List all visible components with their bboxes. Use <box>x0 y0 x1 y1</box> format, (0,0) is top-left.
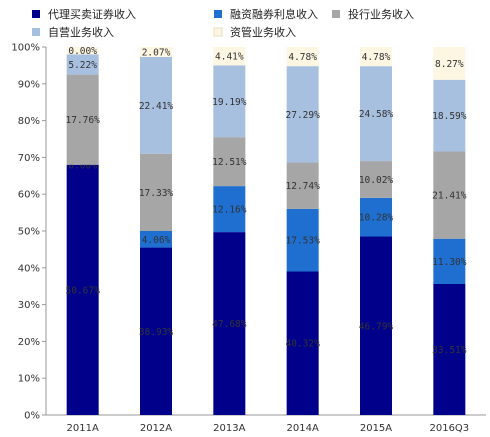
y-tick-label: 50% <box>18 227 40 238</box>
data-label: 40.32% <box>286 339 321 350</box>
bar-segment <box>213 186 246 233</box>
data-label: 4.78% <box>362 52 391 63</box>
data-label: 33.51% <box>432 345 467 356</box>
legend-swatch <box>214 10 222 18</box>
bar-segment <box>360 197 392 237</box>
data-label: 47.68% <box>212 319 247 330</box>
data-label: 17.76% <box>66 115 101 126</box>
data-label: 10.28% <box>359 213 394 224</box>
data-label: 17.53% <box>286 236 321 247</box>
bar-segment <box>140 153 172 231</box>
data-label: 46.79% <box>359 321 394 332</box>
x-tick-label: 2015A <box>360 423 392 434</box>
legend-label: 融资融券利息收入 <box>230 7 318 21</box>
y-tick-label: 0% <box>24 411 40 422</box>
bar-segment <box>140 231 172 248</box>
y-tick-label: 100% <box>11 43 40 54</box>
bar-segment <box>140 247 172 415</box>
data-label: 4.06% <box>142 235 171 246</box>
data-label: 19.19% <box>212 97 247 108</box>
x-tick-label: 2014A <box>287 423 319 434</box>
data-label: 11.30% <box>432 257 467 268</box>
bar-segment <box>286 208 319 272</box>
x-tick-label: 2016Q3 <box>429 423 469 434</box>
bar-segment <box>286 66 319 163</box>
bar-segment <box>213 47 246 66</box>
data-label: 0.00% <box>68 46 97 57</box>
bar-segment <box>360 236 392 415</box>
bar-segment <box>360 47 392 67</box>
data-label: 8.27% <box>435 59 464 70</box>
data-label: 38.93% <box>139 327 174 338</box>
data-label: 5.22% <box>68 60 97 71</box>
data-label: 24.58% <box>359 109 394 120</box>
legend-label: 自营业务收入 <box>48 25 114 39</box>
bar-segment <box>140 56 172 154</box>
bar-segment <box>286 271 319 415</box>
y-tick-label: 80% <box>18 116 40 127</box>
data-label: 50.67% <box>66 285 101 296</box>
data-label: 17.33% <box>139 188 174 199</box>
data-label: 10.02% <box>359 175 394 186</box>
bar-segment <box>66 74 99 165</box>
bar-segment <box>213 65 246 138</box>
x-tick-label: 2013A <box>213 423 245 434</box>
y-tick-label: 10% <box>18 374 40 385</box>
data-label: 22.41% <box>139 101 174 112</box>
legend-swatch <box>32 28 40 36</box>
bar-segment <box>433 238 466 284</box>
legend-swatch <box>213 27 223 37</box>
y-tick-label: 70% <box>18 153 40 164</box>
y-tick-label: 90% <box>18 79 40 90</box>
legend-label: 代理买卖证券收入 <box>48 7 136 21</box>
bar-segment <box>286 47 319 67</box>
y-tick-label: 60% <box>18 190 40 201</box>
bar-segment <box>66 54 99 75</box>
x-tick-label: 2011A <box>67 423 99 434</box>
y-tick-label: 30% <box>18 300 40 311</box>
bar-segment <box>433 47 466 80</box>
data-label: 2.07% <box>142 47 171 58</box>
bar-segment <box>213 137 246 187</box>
data-label: 4.41% <box>215 52 244 63</box>
bar-segment <box>433 151 466 239</box>
legend-label: 投行业务收入 <box>348 7 414 21</box>
y-tick-label: 20% <box>18 337 40 348</box>
bar-segment <box>360 161 392 198</box>
data-label: 0.00% <box>68 160 97 171</box>
bar-segment <box>433 79 466 152</box>
legend-swatch <box>32 10 40 18</box>
data-label: 12.16% <box>212 205 247 216</box>
bar-segment <box>66 164 99 415</box>
data-label: 4.78% <box>288 52 317 63</box>
bar-segment <box>66 47 99 55</box>
bar-segment <box>360 66 392 162</box>
data-label: 18.59% <box>432 111 467 122</box>
data-label: 12.51% <box>212 157 247 168</box>
data-label: 21.41% <box>432 191 467 202</box>
bar-segment <box>140 47 172 57</box>
x-tick-label: 2012A <box>140 423 172 434</box>
y-tick-label: 40% <box>18 263 40 274</box>
bar-segment <box>286 162 319 209</box>
legend-label: 资管业务收入 <box>230 25 296 39</box>
legend-swatch <box>332 10 340 18</box>
data-label: 12.74% <box>286 181 321 192</box>
bar-segment <box>433 283 466 415</box>
data-label: 27.29% <box>286 110 321 121</box>
bar-segment <box>213 232 246 415</box>
